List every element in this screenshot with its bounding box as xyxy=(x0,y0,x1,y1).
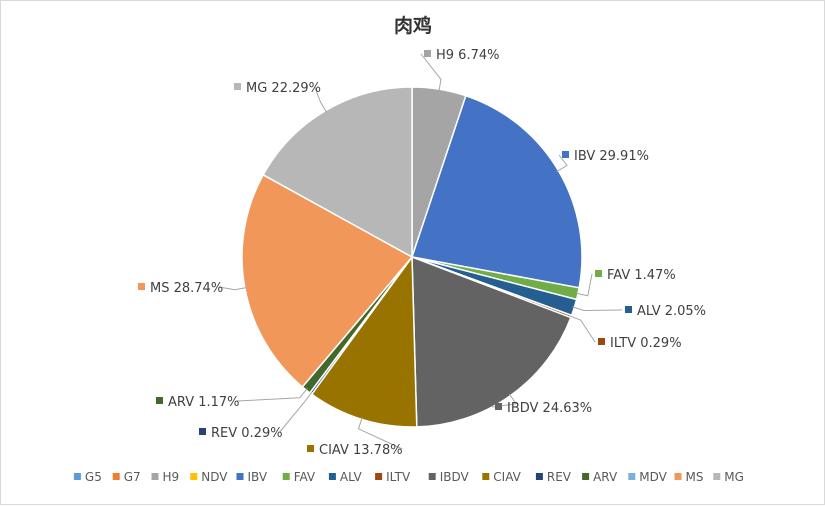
label-marker-rev xyxy=(199,428,206,435)
leader-line-arv xyxy=(236,388,308,402)
leader-line-iltv xyxy=(569,315,596,343)
legend-swatch-ibdv xyxy=(428,473,436,480)
leader-line-rev xyxy=(279,391,313,433)
label-marker-ciav xyxy=(307,445,314,452)
label-marker-ibdv xyxy=(495,403,502,410)
legend-swatch-arv xyxy=(582,473,590,480)
legend-item-ndv: NDV xyxy=(201,470,228,484)
leader-line-ciav xyxy=(357,417,403,450)
legend: G5 G7 H9 NDV IBV FAV ALV ILTV IBDV CIAV REV ARV MDV M… xyxy=(73,470,744,484)
pie-slices xyxy=(241,86,583,428)
legend-item-rev: REV xyxy=(547,470,572,484)
chart-title: 肉鸡 xyxy=(394,14,432,37)
legend-swatch-g5 xyxy=(73,473,81,480)
legend-swatch-h9 xyxy=(151,473,159,480)
legend-swatch-ndv xyxy=(190,473,198,480)
data-label-h9: H9 6.74% xyxy=(436,48,499,63)
legend-item-arv: ARV xyxy=(593,470,618,484)
legend-item-alv: ALV xyxy=(340,470,363,484)
data-label-ibv: IBV 29.91% xyxy=(574,149,649,164)
label-marker-h9 xyxy=(424,50,431,57)
legend-item-ms: MS xyxy=(686,470,704,484)
data-label-rev: REV 0.29% xyxy=(211,426,283,441)
leader-line-h9 xyxy=(420,53,442,92)
legend-item-ibdv: IBDV xyxy=(440,470,470,484)
legend-swatch-ciav xyxy=(482,473,490,480)
data-label-arv: ARV 1.17% xyxy=(168,395,240,410)
legend-item-iltv: ILTV xyxy=(386,470,411,484)
label-marker-alv xyxy=(625,306,632,313)
leader-line-alv xyxy=(572,306,623,312)
data-label-ms: MS 28.74% xyxy=(150,281,223,296)
legend-item-fav: FAV xyxy=(294,470,316,484)
leader-line-ms xyxy=(218,286,247,291)
legend-swatch-ms xyxy=(674,473,682,480)
legend-item-g7: G7 xyxy=(124,470,141,484)
data-label-iltv: ILTV 0.29% xyxy=(610,336,682,351)
label-marker-ibv xyxy=(562,151,569,158)
legend-swatch-fav xyxy=(282,473,290,480)
label-marker-mg xyxy=(234,83,241,90)
legend-item-g5: G5 xyxy=(85,470,102,484)
leader-lines xyxy=(218,53,623,450)
legend-swatch-rev xyxy=(535,473,543,480)
legend-item-h9: H9 xyxy=(163,470,180,484)
legend-item-mdv: MDV xyxy=(639,470,667,484)
leader-line-mg xyxy=(314,86,328,113)
data-label-ibdv: IBDV 24.63% xyxy=(507,401,592,416)
legend-swatch-alv xyxy=(328,473,336,480)
legend-item-ciav: CIAV xyxy=(493,470,521,484)
data-label-mg: MG 22.29% xyxy=(246,81,321,96)
legend-swatch-iltv xyxy=(375,473,383,480)
legend-swatch-mdv xyxy=(628,473,636,480)
leader-line-ibv xyxy=(556,154,568,173)
data-labels: H9 6.74% IBV 29.91% FAV 1.47% ALV 2.05% ILTV… xyxy=(138,48,706,458)
data-label-ciav: CIAV 13.78% xyxy=(319,443,403,458)
data-label-alv: ALV 2.05% xyxy=(637,304,706,319)
label-marker-fav xyxy=(595,270,602,277)
legend-item-ibv: IBV xyxy=(248,470,268,484)
legend-item-mg: MG xyxy=(724,470,744,484)
legend-swatch-g7 xyxy=(112,473,120,480)
legend-swatch-mg xyxy=(713,473,721,480)
label-marker-iltv xyxy=(598,338,605,345)
data-label-fav: FAV 1.47% xyxy=(607,268,676,283)
leader-line-fav xyxy=(575,273,593,297)
label-marker-ms xyxy=(138,283,145,290)
legend-swatch-ibv xyxy=(236,473,244,480)
label-marker-arv xyxy=(156,397,163,404)
